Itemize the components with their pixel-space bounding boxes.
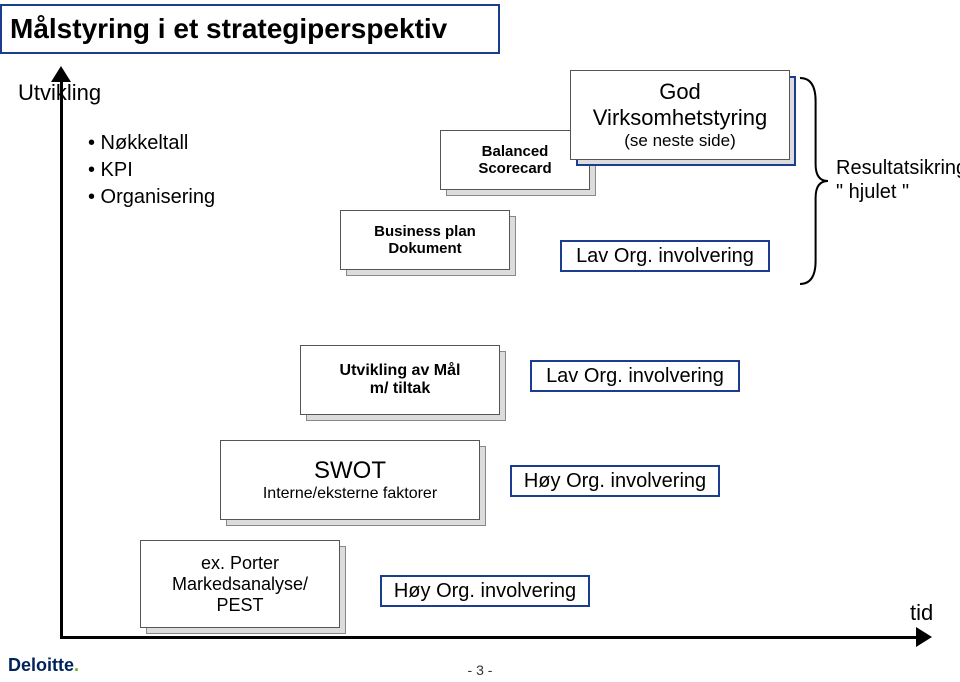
panel-porter: ex. Porter Markedsanalyse/ PEST xyxy=(140,540,340,628)
logo-deloitte: Deloitte. xyxy=(8,655,79,676)
panel-god-virksomhetstyring: God Virksomhetstyring (se neste side) xyxy=(570,70,790,160)
page-title-text: Målstyring i et strategiperspektiv xyxy=(10,13,447,45)
bullet-item: • KPI xyxy=(88,157,215,184)
bullet-item: • Nøkkeltall xyxy=(88,130,215,157)
panel-text: PEST xyxy=(216,595,263,616)
logo-text: Deloitte xyxy=(8,655,74,675)
label-hoy-org-involvering-1: Høy Org. involvering xyxy=(380,575,590,607)
x-axis-arrow xyxy=(916,627,932,647)
panel-balanced-scorecard: Balanced Scorecard xyxy=(440,130,590,190)
panel-text: Markedsanalyse/ xyxy=(172,574,308,595)
page-number: - 3 - xyxy=(0,662,960,678)
panel-text: God xyxy=(659,79,701,105)
panel-text: Dokument xyxy=(388,240,461,257)
label-lav-org-involvering-2: Lav Org. involvering xyxy=(560,240,770,272)
panel-utvikling-mal: Utvikling av Mål m/ tiltak xyxy=(300,345,500,415)
bullet-item: • Organisering xyxy=(88,184,215,211)
panel-text: m/ tiltak xyxy=(370,380,430,398)
panel-swot: SWOT Interne/eksterne faktorer xyxy=(220,440,480,520)
result-line2: " hjulet " xyxy=(836,180,960,204)
page-title: Målstyring i et strategiperspektiv xyxy=(0,4,500,54)
y-axis-line xyxy=(60,78,63,638)
panel-text: Utvikling av Mål xyxy=(340,362,461,380)
panel-text: Business plan xyxy=(374,223,476,240)
panel-text: SWOT xyxy=(314,457,386,485)
panel-text: Balanced xyxy=(482,143,549,160)
x-axis-label: tid xyxy=(910,600,933,626)
x-axis-line xyxy=(60,636,920,639)
label-resultatsikring: Resultatsikring " hjulet " xyxy=(836,156,960,204)
panel-business-plan: Business plan Dokument xyxy=(340,210,510,270)
result-line1: Resultatsikring xyxy=(836,156,960,180)
panel-text: Interne/eksterne faktorer xyxy=(263,485,437,503)
panel-text: Virksomhetstyring xyxy=(593,105,767,131)
bullet-list: • Nøkkeltall • KPI • Organisering xyxy=(88,130,215,211)
logo-dot-icon: . xyxy=(74,655,79,675)
panel-text: Scorecard xyxy=(478,160,551,177)
panel-text: ex. Porter xyxy=(201,553,279,574)
label-lav-org-involvering-1: Lav Org. involvering xyxy=(530,360,740,392)
curly-brace-icon xyxy=(798,76,830,286)
panel-text: (se neste side) xyxy=(624,131,736,151)
label-hoy-org-involvering-2: Høy Org. involvering xyxy=(510,465,720,497)
